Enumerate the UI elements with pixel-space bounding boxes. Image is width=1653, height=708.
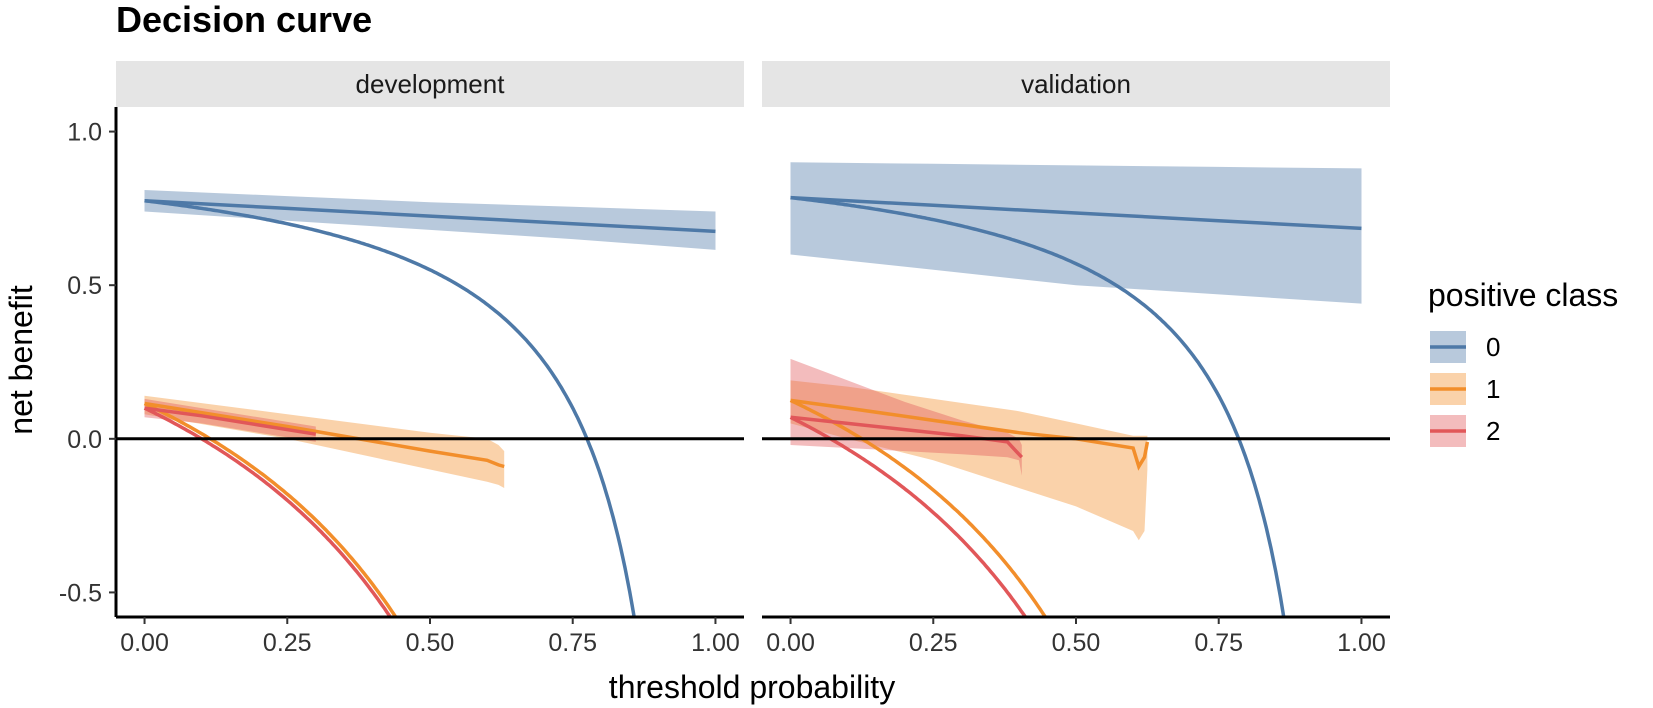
x-tick-label: 1.00 [691,629,740,657]
facet-strip-label: development [356,69,506,99]
model-line-class-0 [790,195,1362,231]
legend: positive class 0 1 2 [1428,277,1618,447]
model-line-class-0 [144,198,716,234]
treat-all-curve-class-0 [790,195,1286,617]
legend-item-class-1: 1 [1430,373,1500,405]
x-tick-label: 0.50 [1052,629,1101,657]
model-line-class-2 [790,415,1024,459]
x-tick-label: 0.75 [548,629,597,657]
model-line-class-1 [144,401,505,469]
chart-title: Decision curve [116,0,372,40]
treat-all-curve-class-2 [143,406,393,617]
legend-label: 0 [1486,332,1500,362]
panel-validation: validation 0.00 0.25 0.50 0.75 1.00 [762,61,1390,657]
ci-ribbon-class-0 [790,162,1362,304]
treat-all-curve-class-2 [789,415,1028,617]
legend-item-class-2: 2 [1430,415,1500,447]
facet-strip [116,61,744,107]
legend-label: 2 [1486,416,1500,446]
facet-strip-label: validation [1021,69,1131,99]
ci-ribbon-class-1 [790,380,1148,541]
x-tick-label: 1.00 [1337,629,1386,657]
x-tick-label: 0.00 [120,629,169,657]
y-tick-label: -0.5 [59,579,102,607]
facet-panels: development 0.00 0.25 0.50 0.75 1.00 -0.5 0.0 0.… [59,61,1390,657]
x-axis-title: threshold probability [609,669,895,705]
ci-ribbon-class-0 [144,190,716,250]
x-tick-label: 0.00 [766,629,815,657]
y-tick-label: 0.0 [67,426,102,454]
plot-area [143,190,716,617]
treat-all-curve-class-1 [143,401,398,617]
x-tick-label: 0.25 [263,629,312,657]
model-line-class-2 [144,406,317,436]
x-tick-label: 0.75 [1194,629,1243,657]
legend-item-class-0: 0 [1430,331,1500,363]
plot-area [789,162,1362,617]
x-tick-label: 0.25 [909,629,958,657]
x-tick-label: 0.50 [406,629,455,657]
y-tick-label: 0.5 [67,272,102,300]
y-axis-title: net benefit [3,285,39,435]
facet-strip [762,61,1390,107]
legend-title: positive class [1428,277,1618,313]
treat-all-curve-class-0 [144,198,636,617]
treat-all-curve-class-1 [789,398,1048,617]
legend-label: 1 [1486,374,1500,404]
panel-development: development 0.00 0.25 0.50 0.75 1.00 -0.5 0.0 0.… [59,61,744,657]
y-tick-label: 1.0 [67,119,102,147]
